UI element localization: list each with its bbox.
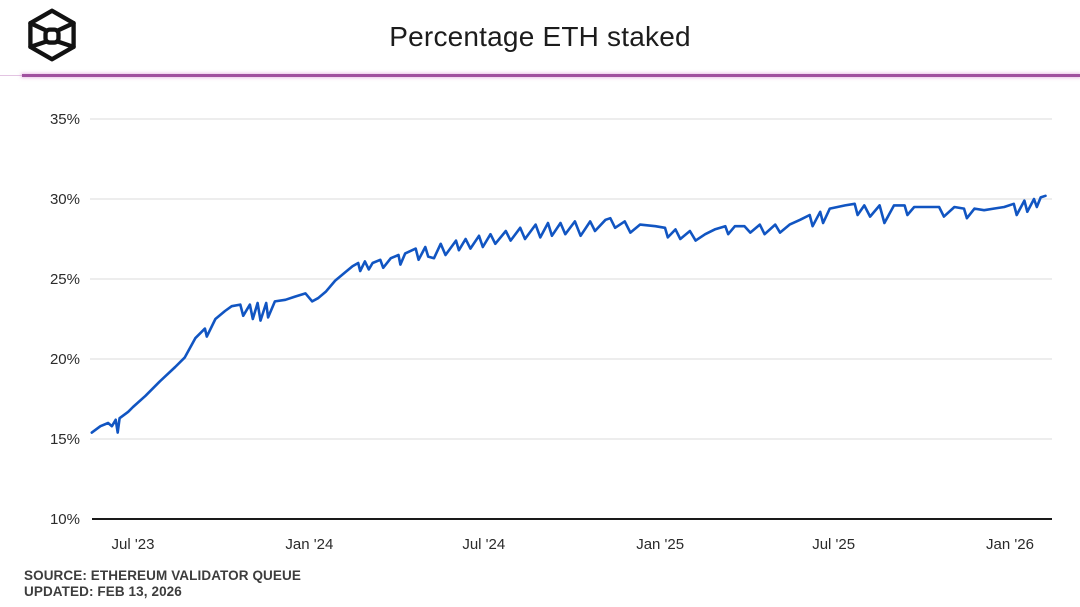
y-axis-tick-label: 15%	[50, 431, 80, 448]
x-axis-tick-label: Jan '26	[986, 536, 1034, 553]
y-axis-tick-label: 30%	[50, 191, 80, 208]
y-axis-tick-label: 20%	[50, 351, 80, 368]
y-axis-tick-label: 25%	[50, 271, 80, 288]
line-chart-plot: 35% 30% 25% 20% 15% 10% Jul '23 Jan '24 Jul '24 J…	[50, 111, 1052, 553]
y-axis-tick-label: 35%	[50, 111, 80, 128]
x-axis-tick-label: Jan '24	[285, 536, 333, 553]
x-axis-tick-label: Jul '24	[462, 536, 505, 553]
the-block-logo-icon	[28, 8, 76, 62]
x-axis-tick-label: Jul '25	[812, 536, 855, 553]
chart-footer: SOURCE: ETHEREUM VALIDATOR QUEUE UPDATED…	[24, 568, 301, 600]
source-note: SOURCE: ETHEREUM VALIDATOR QUEUE	[24, 568, 301, 583]
page-title: Percentage ETH staked	[389, 21, 691, 52]
eth-staked-series-line	[90, 194, 1047, 434]
x-axis-tick-label: Jan '25	[636, 536, 684, 553]
brand-divider-line	[22, 74, 1080, 77]
x-axis-tick-label: Jul '23	[112, 536, 155, 553]
updated-note: UPDATED: FEB 13, 2026	[24, 584, 182, 599]
y-axis-tick-label: 10%	[50, 511, 80, 528]
divider-fade	[0, 75, 22, 76]
